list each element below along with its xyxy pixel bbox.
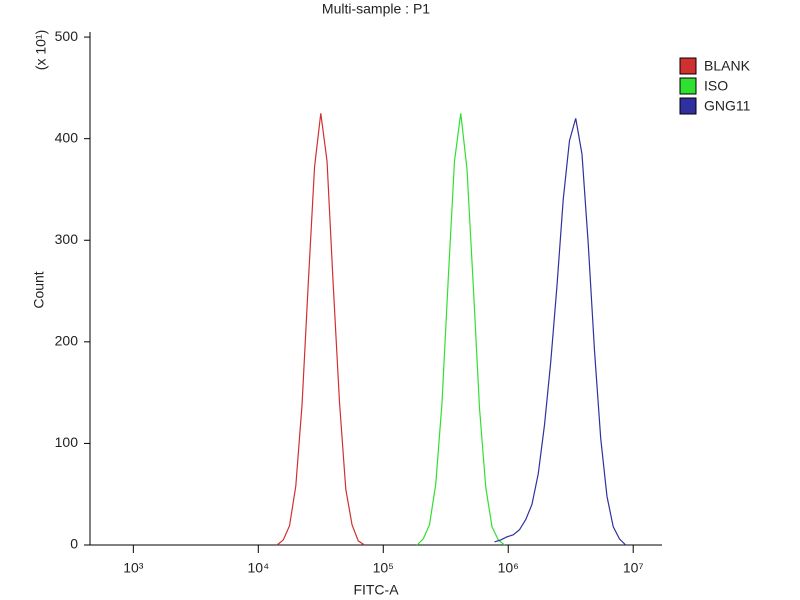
y-tick-label: 200 [55,333,79,349]
series-line [276,113,365,546]
legend-label: GNG11 [704,98,751,114]
series-line [494,118,627,546]
y-tick-label: 500 [55,28,79,44]
x-tick-label: 10⁶ [498,560,519,576]
legend-label: ISO [704,78,728,94]
legend-swatch [679,77,697,95]
y-tick-label: 300 [55,231,79,247]
x-tick-label: 10³ [123,560,144,576]
x-tick-label: 10⁵ [373,560,394,576]
chart-title: Multi-sample : P1 [322,1,430,17]
legend-label: BLANK [704,58,751,74]
legend-swatch [679,57,697,75]
y-tick-label: 0 [70,536,78,552]
y-multiplier: (x 10¹) [33,30,49,70]
y-axis-label: Count [31,271,47,308]
y-tick-label: 100 [55,434,79,450]
legend-swatch [679,97,697,115]
x-tick-label: 10⁷ [623,560,644,576]
x-tick-label: 10⁴ [248,560,270,576]
series-line [416,113,505,546]
x-axis-label: FITC-A [353,582,399,598]
y-tick-label: 400 [55,129,79,145]
